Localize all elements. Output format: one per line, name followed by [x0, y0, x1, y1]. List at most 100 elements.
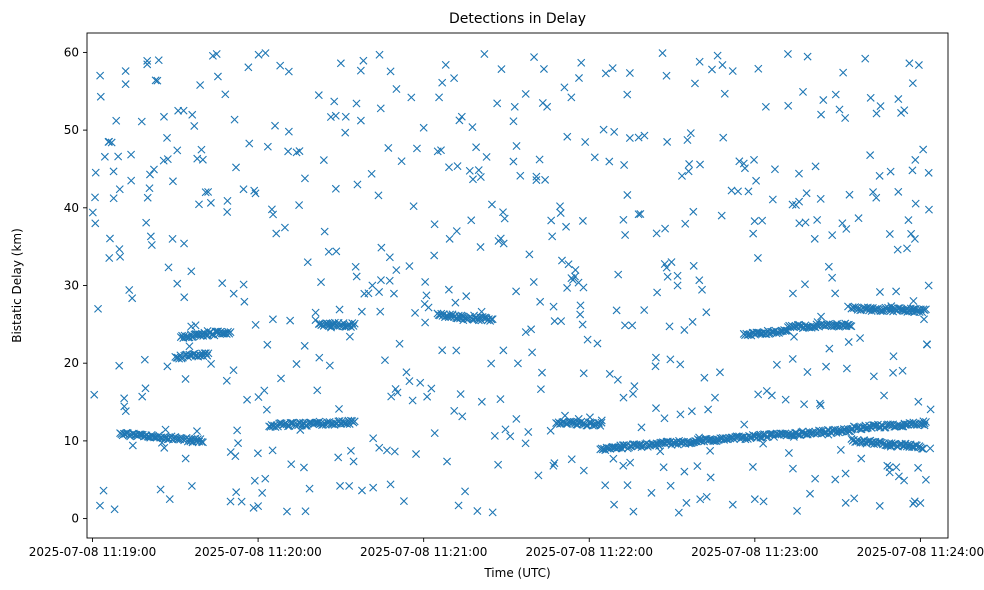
clutter-point — [208, 51, 217, 60]
clutter-point — [100, 152, 109, 161]
clutter-point — [351, 262, 360, 271]
clutter-point — [412, 144, 421, 153]
data-point — [673, 281, 682, 290]
clutter-point — [254, 50, 263, 59]
clutter-point — [583, 335, 592, 344]
clutter-point — [277, 374, 285, 383]
clutter-point — [137, 117, 146, 126]
clutter-point — [803, 368, 812, 376]
data-point — [530, 53, 539, 62]
clutter-point — [740, 164, 749, 173]
track-point — [915, 308, 924, 316]
clutter-point — [784, 101, 793, 110]
clutter-point — [543, 102, 552, 111]
clutter-point — [749, 229, 758, 238]
clutter-point — [239, 280, 248, 289]
clutter-point — [885, 468, 894, 477]
track-point — [643, 442, 652, 451]
clutter-point — [300, 341, 309, 350]
clutter-point — [810, 234, 819, 243]
clutter-point — [311, 316, 320, 325]
data-point — [750, 495, 759, 504]
clutter-point — [637, 423, 646, 432]
clutter-point — [689, 207, 698, 216]
clutter-point — [875, 171, 884, 180]
data-point — [336, 59, 345, 68]
data-point — [828, 273, 837, 282]
data-point — [621, 231, 630, 239]
clutter-point — [527, 325, 536, 334]
x-tick-label: 2025-07-08 11:22:00 — [526, 545, 653, 559]
clutter-point — [493, 99, 502, 108]
clutter-point — [789, 432, 798, 441]
clutter-point — [892, 463, 901, 472]
clutter-point — [251, 320, 260, 329]
clutter-point — [445, 234, 454, 243]
clutter-point — [391, 385, 400, 394]
clutter-point — [574, 414, 583, 423]
data-point — [127, 176, 136, 185]
clutter-point — [245, 139, 254, 148]
clutter-point — [112, 116, 121, 125]
clutter-point — [470, 311, 479, 320]
clutter-point — [204, 187, 213, 196]
x-tick-label: 2025-07-08 11:20:00 — [194, 545, 321, 559]
clutter-point — [164, 263, 173, 272]
clutter-point — [720, 89, 729, 98]
clutter-point — [161, 425, 170, 434]
clutter-point — [506, 432, 515, 441]
clutter-point — [629, 389, 638, 398]
clutter-point — [349, 457, 358, 466]
track-point — [487, 315, 496, 324]
y-tick-label: 20 — [64, 356, 79, 370]
clutter-point — [656, 447, 665, 456]
y-tick-label: 60 — [64, 45, 79, 59]
clutter-point — [524, 427, 533, 436]
clutter-point — [557, 256, 566, 265]
clutter-point — [759, 439, 768, 448]
clutter-point — [233, 426, 242, 435]
clutter-point — [226, 448, 235, 457]
clutter-point — [407, 93, 416, 102]
clutter-point — [299, 463, 308, 472]
clutter-point — [908, 166, 917, 175]
clutter-point — [313, 386, 322, 395]
clutter-point — [660, 260, 669, 269]
clutter-point — [866, 93, 875, 102]
clutter-point — [159, 156, 168, 165]
clutter-point — [326, 113, 335, 121]
clutter-point — [625, 134, 634, 143]
clutter-point — [476, 243, 485, 252]
clutter-point — [181, 454, 190, 463]
clutter-point — [663, 272, 672, 281]
clutter-point — [528, 348, 537, 357]
clutter-point — [443, 457, 452, 466]
data-point — [629, 507, 638, 516]
data-point — [168, 234, 177, 243]
clutter-point — [788, 464, 797, 473]
data-point — [817, 110, 826, 119]
clutter-point — [844, 338, 853, 347]
clutter-point — [768, 195, 777, 204]
data-point — [651, 362, 660, 371]
clutter-point — [790, 332, 798, 341]
clutter-point — [612, 306, 621, 315]
clutter-point — [320, 227, 329, 236]
clutter-point — [438, 346, 447, 355]
clutter-point — [567, 274, 576, 283]
clutter-point — [529, 278, 538, 286]
clutter-point — [886, 167, 895, 176]
clutter-point — [700, 373, 709, 382]
clutter-point — [494, 236, 503, 245]
clutter-point — [95, 501, 104, 510]
clutter-point — [467, 216, 476, 225]
clutter-point — [525, 250, 534, 259]
clutter-point — [689, 261, 698, 270]
data-point — [154, 56, 163, 65]
data-point — [232, 163, 241, 172]
clutter-point — [903, 307, 912, 316]
clutter-point — [140, 355, 149, 364]
data-point — [397, 157, 406, 166]
clutter-point — [788, 289, 797, 298]
clutter-point — [232, 488, 241, 497]
